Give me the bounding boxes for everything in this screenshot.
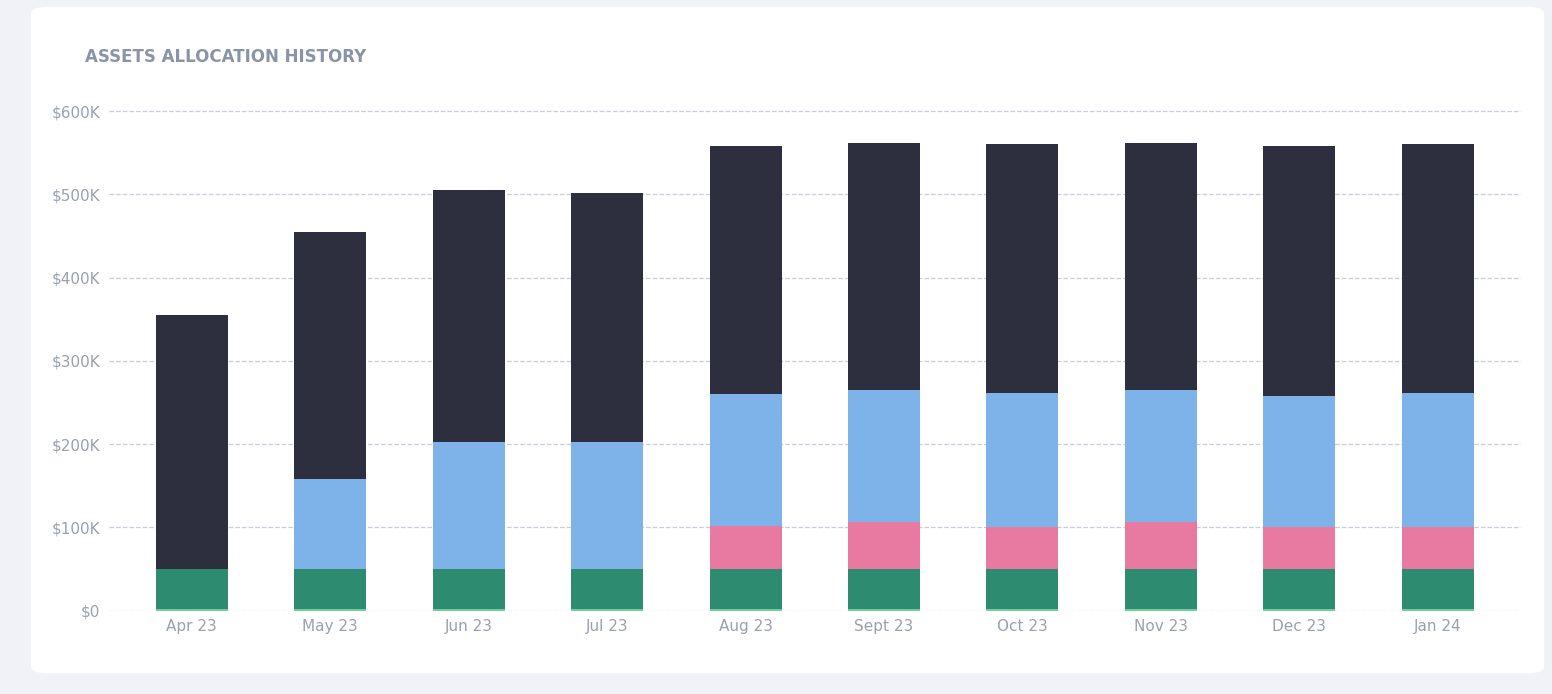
Bar: [1125, 569, 1197, 609]
Bar: [709, 569, 782, 609]
Bar: [987, 609, 1058, 611]
Bar: [571, 609, 643, 611]
Bar: [709, 526, 782, 569]
Text: ASSETS ALLOCATION HISTORY: ASSETS ALLOCATION HISTORY: [85, 49, 366, 67]
Bar: [295, 232, 366, 479]
Bar: [987, 569, 1058, 609]
Bar: [847, 569, 920, 609]
Bar: [1125, 522, 1197, 569]
Bar: [847, 143, 920, 390]
Bar: [1401, 527, 1474, 569]
Bar: [155, 315, 228, 569]
Bar: [1263, 609, 1335, 611]
Bar: [1263, 569, 1335, 609]
Bar: [295, 569, 366, 609]
Bar: [1263, 527, 1335, 569]
Bar: [709, 609, 782, 611]
Bar: [155, 569, 228, 609]
Bar: [571, 194, 643, 441]
Bar: [847, 609, 920, 611]
Bar: [987, 527, 1058, 569]
Bar: [1125, 609, 1197, 611]
Bar: [709, 146, 782, 394]
Bar: [1263, 396, 1335, 527]
Bar: [433, 569, 504, 609]
Bar: [295, 479, 366, 569]
Bar: [987, 144, 1058, 393]
Bar: [433, 190, 504, 441]
Bar: [1401, 609, 1474, 611]
Bar: [433, 441, 504, 569]
Bar: [847, 390, 920, 522]
Bar: [1401, 393, 1474, 527]
Bar: [571, 569, 643, 609]
Bar: [847, 522, 920, 569]
Bar: [1401, 569, 1474, 609]
Bar: [1401, 144, 1474, 393]
Bar: [433, 609, 504, 611]
Bar: [987, 393, 1058, 527]
Bar: [295, 609, 366, 611]
Bar: [1125, 143, 1197, 390]
Bar: [709, 394, 782, 526]
Bar: [1125, 390, 1197, 522]
Bar: [571, 441, 643, 569]
Bar: [1263, 146, 1335, 396]
Bar: [155, 609, 228, 611]
